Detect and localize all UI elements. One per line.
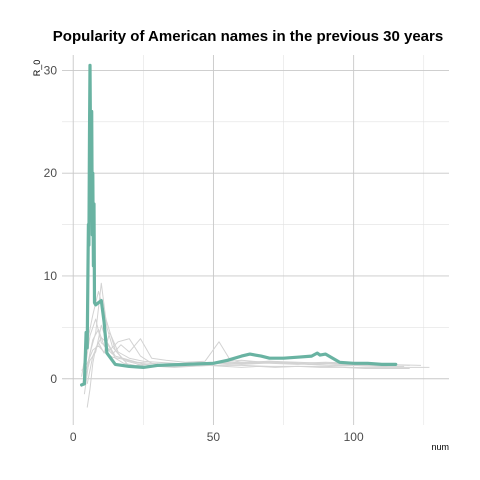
x-axis-label: num xyxy=(431,442,449,452)
y-tick-label: 20 xyxy=(44,166,58,180)
highlight-series-line xyxy=(80,63,398,387)
x-tick-label: 50 xyxy=(207,430,221,444)
background-series-line xyxy=(81,328,422,388)
tick-labels: 0 50 100 0 10 20 30 xyxy=(44,63,364,444)
background-series xyxy=(81,282,430,408)
background-series-line xyxy=(86,337,430,408)
background-series-line xyxy=(83,282,405,395)
highlight-series xyxy=(80,63,398,387)
y-tick-label: 0 xyxy=(50,372,57,386)
y-tick-label: 10 xyxy=(44,269,58,283)
grid xyxy=(62,55,449,425)
y-tick-label: 30 xyxy=(44,63,58,77)
x-tick-label: 0 xyxy=(70,430,77,444)
chart-title: Popularity of American names in the prev… xyxy=(53,28,443,45)
x-tick-label: 100 xyxy=(344,430,364,444)
background-series-line xyxy=(81,345,410,371)
y-axis-label: R_0 xyxy=(32,60,42,77)
background-series-line xyxy=(83,324,388,381)
